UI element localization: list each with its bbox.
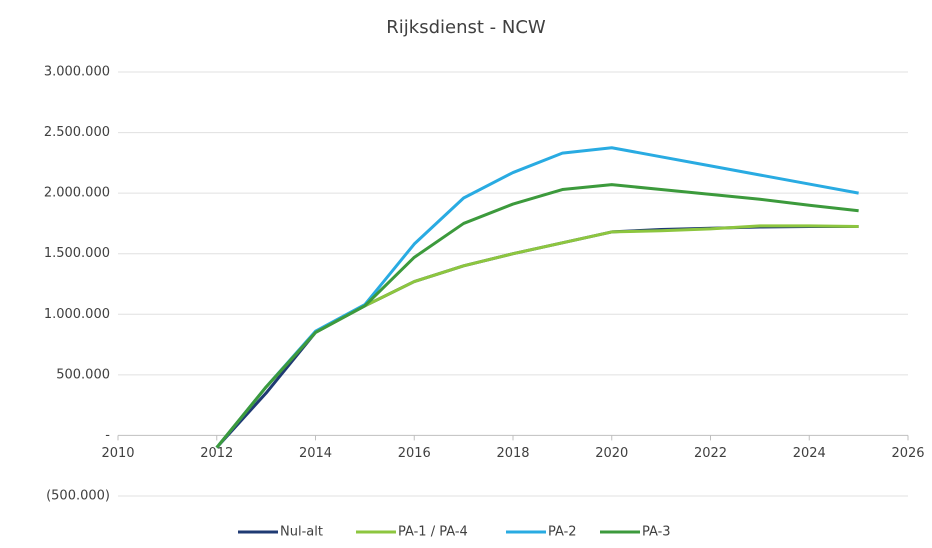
legend-label: Nul-alt xyxy=(280,525,323,540)
x-tick-label: 2016 xyxy=(398,446,431,461)
x-tick-label: 2020 xyxy=(595,446,628,461)
y-tick-label: - xyxy=(105,428,110,443)
y-tick-label: 500.000 xyxy=(56,367,110,382)
y-tick-label: 3.000.000 xyxy=(44,65,110,80)
legend-label: PA-2 xyxy=(548,525,577,540)
y-tick-label: 2.500.000 xyxy=(44,125,110,140)
y-tick-label: 2.000.000 xyxy=(44,186,110,201)
legend-label: PA-1 / PA-4 xyxy=(398,525,468,540)
x-tick-label: 2012 xyxy=(200,446,233,461)
x-tick-label: 2010 xyxy=(101,446,134,461)
x-tick-label: 2018 xyxy=(496,446,529,461)
series-line xyxy=(215,183,859,449)
x-tick-label: 2014 xyxy=(299,446,332,461)
x-tick-label: 2024 xyxy=(793,446,826,461)
y-tick-label: (500.000) xyxy=(46,489,110,504)
x-tick-label: 2026 xyxy=(891,446,924,461)
legend-label: PA-3 xyxy=(642,525,671,540)
x-tick-label: 2022 xyxy=(694,446,727,461)
y-tick-label: 1.000.000 xyxy=(44,307,110,322)
y-tick-label: 1.500.000 xyxy=(44,246,110,261)
chart-title: Rijksdienst - NCW xyxy=(386,17,546,38)
